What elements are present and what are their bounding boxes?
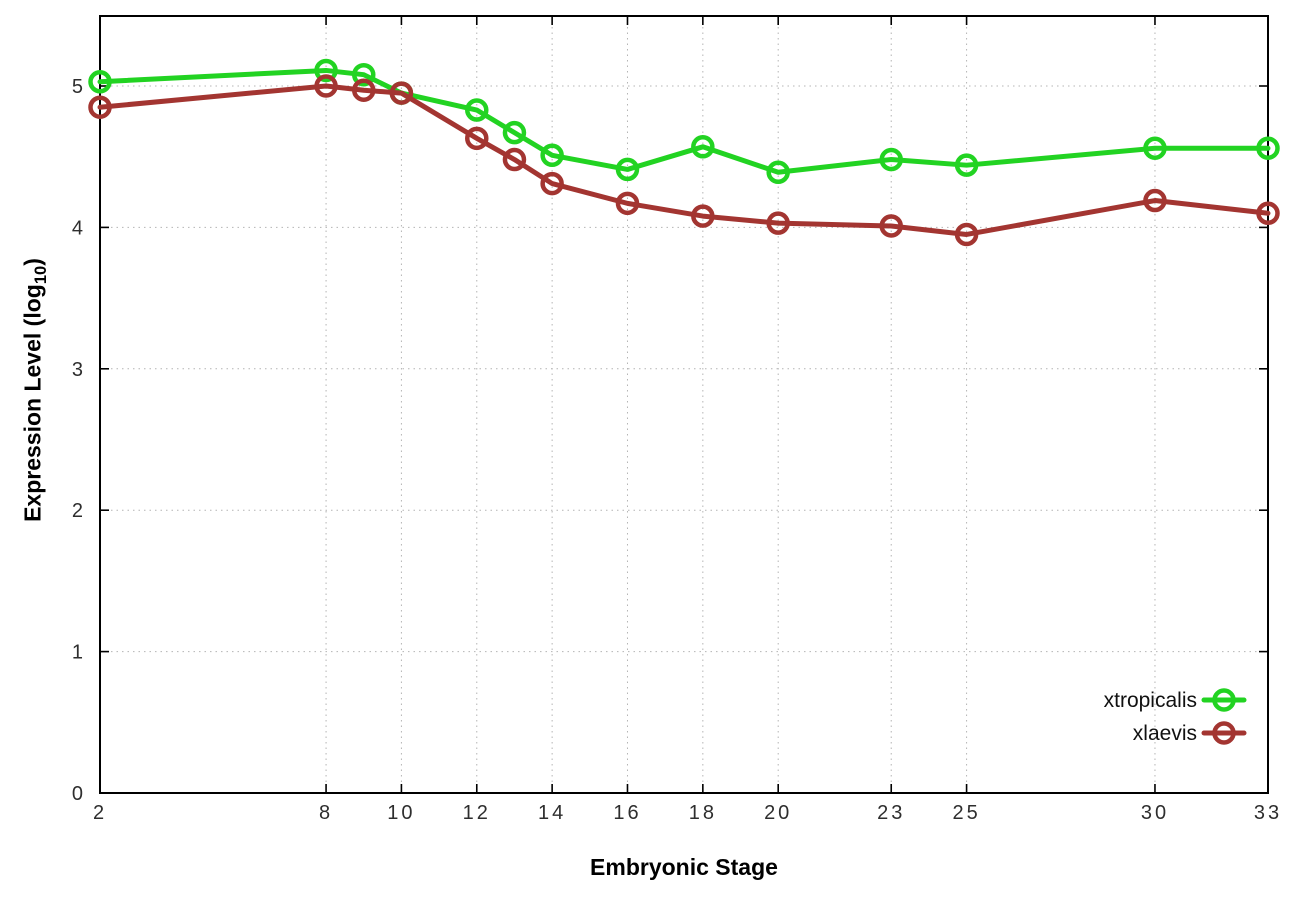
- data-point-xtropicalis: [615, 157, 640, 182]
- x-axis-title: Embryonic Stage: [100, 854, 1268, 881]
- x-tick-label: 12: [463, 802, 491, 824]
- data-point-xlaevis: [465, 126, 489, 151]
- x-tick-label: 30: [1141, 802, 1169, 824]
- y-tick-label: 1: [72, 642, 86, 664]
- plot-border: [99, 15, 1269, 794]
- x-tick-label: 18: [689, 802, 717, 824]
- data-point-xtropicalis: [1256, 136, 1280, 160]
- data-point-xlaevis: [1256, 201, 1280, 226]
- y-tick-label: 4: [72, 217, 86, 239]
- data-point-xlaevis: [389, 81, 414, 105]
- data-point-xtropicalis: [465, 98, 489, 122]
- x-tick-label: 8: [319, 802, 333, 824]
- legend-label-xtropicalis: xtropicalis: [1104, 689, 1197, 712]
- y-tick-label: 5: [72, 76, 86, 98]
- data-point-xlaevis: [351, 78, 376, 102]
- data-point-xlaevis: [314, 74, 338, 98]
- data-point-xtropicalis: [766, 160, 790, 185]
- x-tick-label: 2: [93, 802, 107, 824]
- data-point-xtropicalis: [1143, 136, 1167, 160]
- data-point-xlaevis: [766, 211, 790, 235]
- y-tick-label: 3: [72, 359, 86, 381]
- data-point-xtropicalis: [879, 147, 903, 172]
- y-axis-title-subscript: 10: [31, 265, 51, 285]
- x-tick-label: 20: [764, 802, 792, 824]
- data-point-xtropicalis: [540, 143, 564, 168]
- data-point-xlaevis: [502, 147, 527, 172]
- x-tick-label: 14: [538, 802, 566, 824]
- series-line-xlaevis: [97, 83, 1271, 237]
- x-tick-label: 16: [613, 802, 641, 824]
- y-axis-title: Expression Level (log10): [19, 258, 51, 522]
- data-point-xlaevis: [615, 191, 640, 216]
- data-point-xlaevis: [88, 95, 112, 119]
- legend-marker-xtropicalis: [1212, 688, 1236, 712]
- data-point-xtropicalis: [502, 120, 527, 145]
- y-tick-label: 2: [72, 500, 86, 522]
- data-point-xtropicalis: [691, 135, 715, 159]
- y-axis-title-suffix: ): [19, 258, 46, 266]
- data-point-xlaevis: [540, 171, 564, 196]
- x-tick-label: 23: [877, 802, 905, 824]
- y-axis-title-text: Expression Level (log: [19, 284, 46, 522]
- data-point-xlaevis: [1143, 188, 1167, 213]
- x-tick-label: 33: [1254, 802, 1282, 824]
- x-axis-title-text: Embryonic Stage: [590, 854, 778, 880]
- legend-label-xlaevis: xlaevis: [1133, 722, 1197, 745]
- series-line-xtropicalis: [97, 67, 1271, 175]
- data-point-xlaevis: [954, 222, 979, 247]
- data-point-xtropicalis: [88, 70, 112, 94]
- data-point-xtropicalis: [954, 153, 979, 177]
- x-tick-label: 10: [387, 802, 415, 824]
- legend-marker-xlaevis: [1212, 721, 1236, 745]
- data-point-xtropicalis: [314, 58, 338, 83]
- data-point-xlaevis: [879, 214, 903, 238]
- data-point-xlaevis: [691, 204, 715, 228]
- x-tick-label: 25: [952, 802, 980, 824]
- y-tick-label: 0: [72, 783, 86, 805]
- data-point-xtropicalis: [351, 62, 376, 87]
